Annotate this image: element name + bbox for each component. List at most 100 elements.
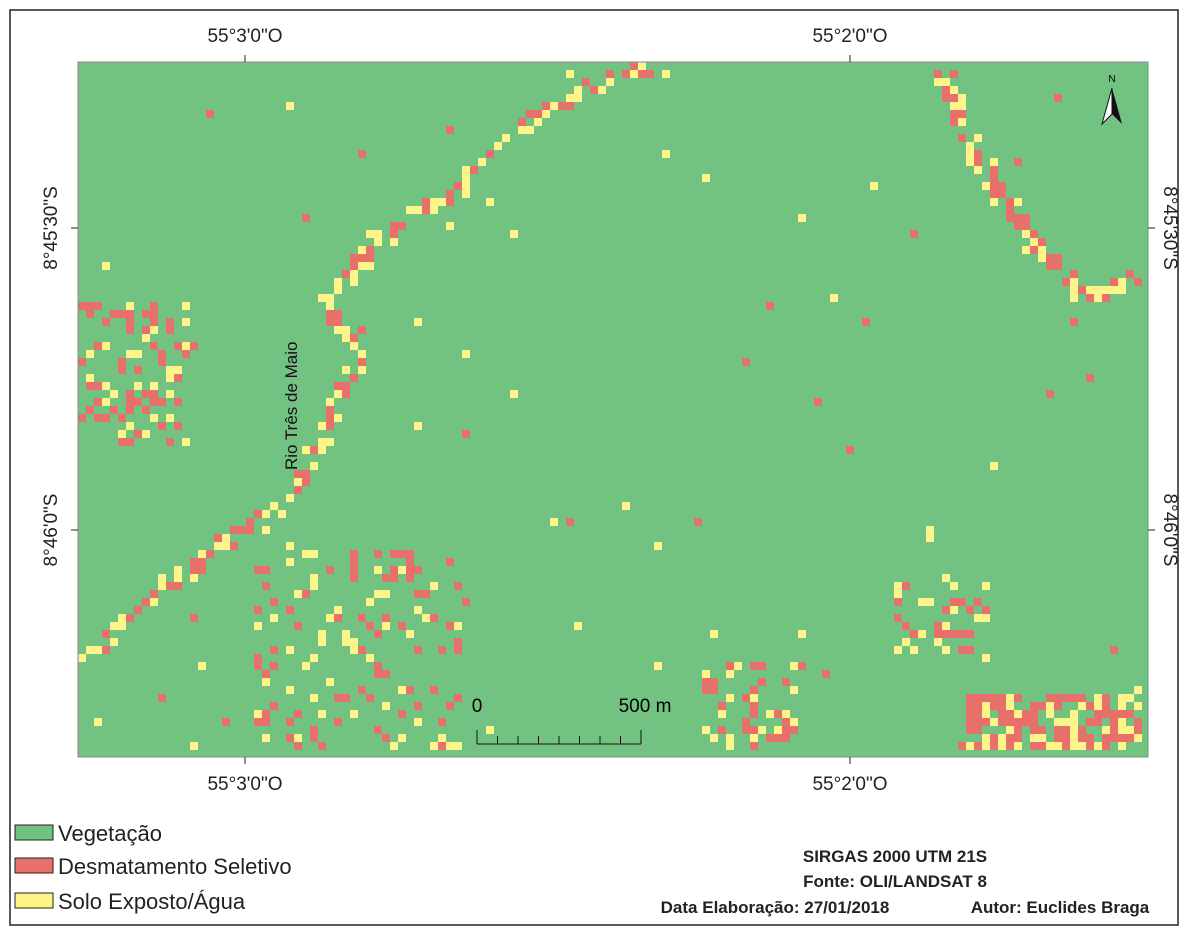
pixel	[182, 318, 190, 326]
pixel	[446, 558, 454, 566]
pixel	[966, 710, 974, 718]
pixel	[86, 406, 94, 414]
pixel	[318, 710, 326, 718]
pixel	[982, 742, 990, 750]
pixel	[710, 686, 718, 694]
pixel	[646, 70, 654, 78]
pixel	[1126, 694, 1134, 702]
pixel	[1102, 726, 1110, 734]
pixel	[262, 678, 270, 686]
pixel	[1054, 694, 1062, 702]
pixel	[526, 110, 534, 118]
pixel	[1118, 718, 1126, 726]
pixel	[430, 206, 438, 214]
pixel	[134, 606, 142, 614]
pixel	[374, 230, 382, 238]
pixel	[286, 646, 294, 654]
pixel	[1062, 718, 1070, 726]
pixel	[654, 542, 662, 550]
pixel	[990, 734, 998, 742]
pixel	[414, 566, 422, 574]
pixel	[310, 582, 318, 590]
pixel	[414, 318, 422, 326]
pixel	[462, 350, 470, 358]
pixel	[814, 398, 822, 406]
pixel	[318, 438, 326, 446]
pixel	[966, 606, 974, 614]
pixel	[1070, 270, 1078, 278]
pixel	[126, 350, 134, 358]
pixel	[302, 470, 310, 478]
pixel	[510, 230, 518, 238]
pixel	[166, 438, 174, 446]
pixel	[262, 526, 270, 534]
pixel	[342, 334, 350, 342]
pixel	[462, 182, 470, 190]
pixel	[902, 622, 910, 630]
pixel	[102, 342, 110, 350]
pixel	[86, 302, 94, 310]
pixel	[134, 350, 142, 358]
pixel	[350, 374, 358, 382]
pixel	[902, 638, 910, 646]
pixel	[398, 710, 406, 718]
pixel	[222, 534, 230, 542]
pixel	[1094, 702, 1102, 710]
pixel	[1046, 254, 1054, 262]
pixel	[774, 726, 782, 734]
pixel	[150, 302, 158, 310]
pixel	[710, 734, 718, 742]
pixel	[982, 606, 990, 614]
pixel	[230, 526, 238, 534]
pixel	[414, 606, 422, 614]
pixel	[110, 390, 118, 398]
pixel	[1118, 710, 1126, 718]
pixel	[430, 582, 438, 590]
pixel	[262, 718, 270, 726]
pixel	[558, 102, 566, 110]
pixel	[222, 718, 230, 726]
pixel	[974, 150, 982, 158]
pixel	[798, 630, 806, 638]
pixel	[662, 70, 670, 78]
pixel	[342, 382, 350, 390]
pixel	[454, 646, 462, 654]
pixel	[958, 630, 966, 638]
pixel	[958, 742, 966, 750]
pixel	[790, 686, 798, 694]
bottom-label: 55°3'0"O	[207, 774, 282, 795]
pixel	[1078, 694, 1086, 702]
pixel	[710, 678, 718, 686]
pixel	[382, 670, 390, 678]
pixel	[1006, 726, 1014, 734]
pixel	[358, 366, 366, 374]
credit-author: Autor: Euclides Braga	[971, 898, 1150, 917]
pixel	[286, 558, 294, 566]
pixel	[982, 582, 990, 590]
pixel	[702, 670, 710, 678]
pixel	[94, 342, 102, 350]
pixel	[950, 94, 958, 102]
pixel	[510, 390, 518, 398]
pixel	[294, 590, 302, 598]
pixel	[398, 622, 406, 630]
credit-source: Fonte: OLI/LANDSAT 8	[803, 872, 987, 891]
pixel	[270, 598, 278, 606]
pixel	[1110, 734, 1118, 742]
pixel	[446, 742, 454, 750]
pixel	[1054, 742, 1062, 750]
pixel	[430, 614, 438, 622]
pixel	[142, 598, 150, 606]
pixel	[230, 542, 238, 550]
pixel	[110, 406, 118, 414]
pixel	[694, 518, 702, 526]
legend-item: Desmatamento Seletivo	[58, 854, 292, 879]
pixel	[942, 78, 950, 86]
pixel	[1038, 734, 1046, 742]
pixel	[446, 126, 454, 134]
pixel	[974, 710, 982, 718]
pixel	[126, 614, 134, 622]
pixel	[758, 726, 766, 734]
pixel	[958, 118, 966, 126]
pixel	[502, 134, 510, 142]
